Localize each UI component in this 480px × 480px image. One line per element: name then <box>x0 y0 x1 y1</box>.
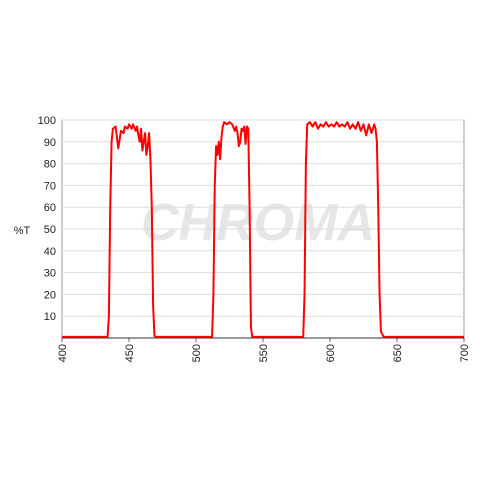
y-tick-label: 100 <box>38 115 56 127</box>
y-tick-label: 80 <box>44 159 56 171</box>
y-tick-label: 90 <box>44 137 56 149</box>
x-tick-label: 700 <box>459 344 471 362</box>
y-tick-label: 30 <box>44 268 56 280</box>
data-line <box>62 121 464 338</box>
y-axis-label: %T <box>14 225 31 237</box>
x-tick-label: 550 <box>258 344 270 362</box>
y-tick-label: 40 <box>44 246 56 258</box>
y-tick-label: 50 <box>44 224 56 236</box>
y-tick-label: 70 <box>44 180 56 192</box>
x-tick-label: 450 <box>124 344 136 362</box>
y-tick-label: 10 <box>44 311 56 323</box>
x-tick-label: 650 <box>392 344 404 362</box>
x-tick-label: 600 <box>325 344 337 362</box>
x-tick-label: 500 <box>191 344 203 362</box>
y-tick-label: 20 <box>44 289 56 301</box>
watermark: CHROMA <box>141 194 375 252</box>
x-tick-label: 400 <box>57 344 69 362</box>
y-tick-label: 60 <box>44 202 56 214</box>
